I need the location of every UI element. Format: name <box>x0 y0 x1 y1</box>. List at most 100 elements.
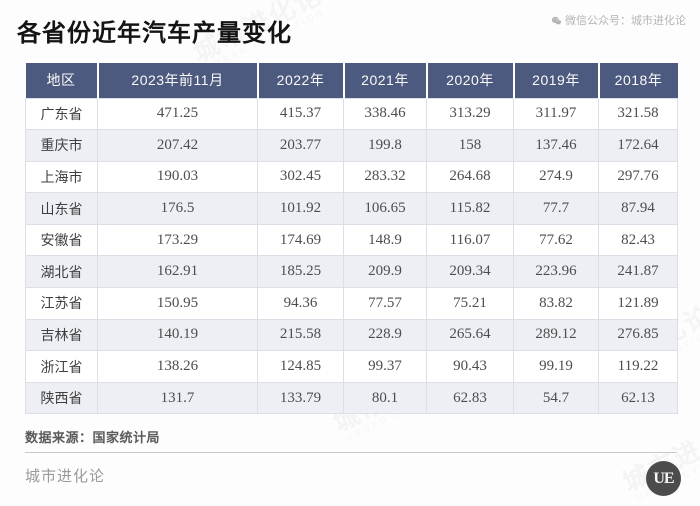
region-cell: 吉林省 <box>25 318 98 352</box>
table-body: 广东省 471.25 415.37 338.46 313.29 311.97 3… <box>25 97 678 415</box>
column-header-2020: 2020年 <box>425 63 514 98</box>
value-cell: 101.92 <box>257 192 344 225</box>
value-cell: 471.25 <box>97 97 258 131</box>
region-cell: 江苏省 <box>25 287 98 320</box>
value-cell: 121.89 <box>598 287 678 320</box>
table-row: 浙江省 138.26 124.85 99.37 90.43 99.19 119.… <box>25 350 678 383</box>
value-cell: 199.8 <box>343 129 427 162</box>
value-cell: 116.07 <box>426 223 514 257</box>
value-cell: 75.21 <box>426 287 514 320</box>
value-cell: 133.79 <box>257 381 344 415</box>
value-cell: 115.82 <box>426 192 514 225</box>
value-cell: 138.26 <box>97 350 258 383</box>
value-cell: 140.19 <box>97 318 258 352</box>
value-cell: 209.34 <box>426 255 514 289</box>
value-cell: 274.9 <box>513 160 599 194</box>
table-row: 吉林省 140.19 215.58 228.9 265.64 289.12 27… <box>25 318 678 352</box>
value-cell: 276.85 <box>598 318 678 352</box>
value-cell: 80.1 <box>343 381 427 415</box>
region-cell: 浙江省 <box>25 350 98 383</box>
table-header: 地区 2023年前11月 2022年 2021年 2020年 2019年 201… <box>25 63 678 98</box>
value-cell: 311.97 <box>513 97 599 131</box>
table-row: 江苏省 150.95 94.36 77.57 75.21 83.82 121.8… <box>25 287 678 320</box>
region-cell: 山东省 <box>25 192 98 225</box>
value-cell: 302.45 <box>257 160 344 194</box>
value-cell: 228.9 <box>343 318 427 352</box>
table-row: 安徽省 173.29 174.69 148.9 116.07 77.62 82.… <box>25 223 678 257</box>
ue-logo-text: UE <box>653 469 674 487</box>
value-cell: 137.46 <box>513 129 599 162</box>
value-cell: 338.46 <box>343 97 427 131</box>
footer-divider <box>25 452 677 453</box>
value-cell: 172.64 <box>598 129 678 162</box>
column-header-2023: 2023年前11月 <box>96 63 258 98</box>
column-header-2022: 2022年 <box>256 63 344 98</box>
column-header-2021: 2021年 <box>342 63 427 98</box>
value-cell: 131.7 <box>97 381 258 415</box>
ue-logo: UE <box>646 461 681 496</box>
value-cell: 241.87 <box>598 255 678 289</box>
production-table: 地区 2023年前11月 2022年 2021年 2020年 2019年 201… <box>25 63 678 415</box>
value-cell: 321.58 <box>598 97 678 131</box>
region-cell: 重庆市 <box>25 129 98 162</box>
value-cell: 207.42 <box>97 129 258 162</box>
value-cell: 124.85 <box>257 350 344 383</box>
value-cell: 173.29 <box>97 223 258 257</box>
region-cell: 安徽省 <box>25 223 98 257</box>
value-cell: 90.43 <box>426 350 514 383</box>
wechat-account-note: 微信公众号：城市进化论 <box>551 12 686 28</box>
value-cell: 148.9 <box>343 223 427 257</box>
value-cell: 119.22 <box>598 350 678 383</box>
region-cell: 陕西省 <box>25 381 98 415</box>
value-cell: 82.43 <box>598 223 678 257</box>
column-header-2018: 2018年 <box>597 63 678 98</box>
value-cell: 99.19 <box>513 350 599 383</box>
value-cell: 62.83 <box>426 381 514 415</box>
value-cell: 174.69 <box>257 223 344 257</box>
value-cell: 77.57 <box>343 287 427 320</box>
data-source-note: 数据来源：国家统计局 <box>25 430 161 445</box>
value-cell: 223.96 <box>513 255 599 289</box>
column-header-region: 地区 <box>25 63 98 98</box>
value-cell: 94.36 <box>257 287 344 320</box>
table-row: 上海市 190.03 302.45 283.32 264.68 274.9 29… <box>25 160 678 194</box>
value-cell: 54.7 <box>513 381 599 415</box>
wechat-icon <box>551 16 562 25</box>
value-cell: 150.95 <box>97 287 258 320</box>
region-cell: 上海市 <box>25 160 98 194</box>
table-row: 湖北省 162.91 185.25 209.9 209.34 223.96 24… <box>25 255 678 289</box>
value-cell: 209.9 <box>343 255 427 289</box>
table-row: 重庆市 207.42 203.77 199.8 158 137.46 172.6… <box>25 129 678 162</box>
value-cell: 77.62 <box>513 223 599 257</box>
table-row: 陕西省 131.7 133.79 80.1 62.83 54.7 62.13 <box>25 381 678 415</box>
wechat-account-label: 微信公众号：城市进化论 <box>565 15 686 27</box>
value-cell: 265.64 <box>426 318 514 352</box>
value-cell: 83.82 <box>513 287 599 320</box>
region-cell: 广东省 <box>25 97 98 131</box>
value-cell: 203.77 <box>257 129 344 162</box>
value-cell: 264.68 <box>426 160 514 194</box>
value-cell: 62.13 <box>598 381 678 415</box>
value-cell: 185.25 <box>257 255 344 289</box>
table-row: 广东省 471.25 415.37 338.46 313.29 311.97 3… <box>25 97 678 131</box>
header-row: 地区 2023年前11月 2022年 2021年 2020年 2019年 201… <box>25 63 678 98</box>
value-cell: 176.5 <box>97 192 258 225</box>
value-cell: 162.91 <box>97 255 258 289</box>
value-cell: 190.03 <box>97 160 258 194</box>
region-cell: 湖北省 <box>25 255 98 289</box>
value-cell: 77.7 <box>513 192 599 225</box>
value-cell: 99.37 <box>343 350 427 383</box>
value-cell: 289.12 <box>513 318 599 352</box>
value-cell: 158 <box>426 129 514 162</box>
page-title: 各省份近年汽车产量变化 <box>17 20 292 47</box>
value-cell: 313.29 <box>426 97 514 131</box>
brand-name: 城市进化论 <box>25 468 106 485</box>
value-cell: 297.76 <box>598 160 678 194</box>
column-header-2019: 2019年 <box>512 63 599 98</box>
value-cell: 87.94 <box>598 192 678 225</box>
value-cell: 283.32 <box>343 160 427 194</box>
table-row: 山东省 176.5 101.92 106.65 115.82 77.7 87.9… <box>25 192 678 225</box>
value-cell: 215.58 <box>257 318 344 352</box>
value-cell: 415.37 <box>257 97 344 131</box>
